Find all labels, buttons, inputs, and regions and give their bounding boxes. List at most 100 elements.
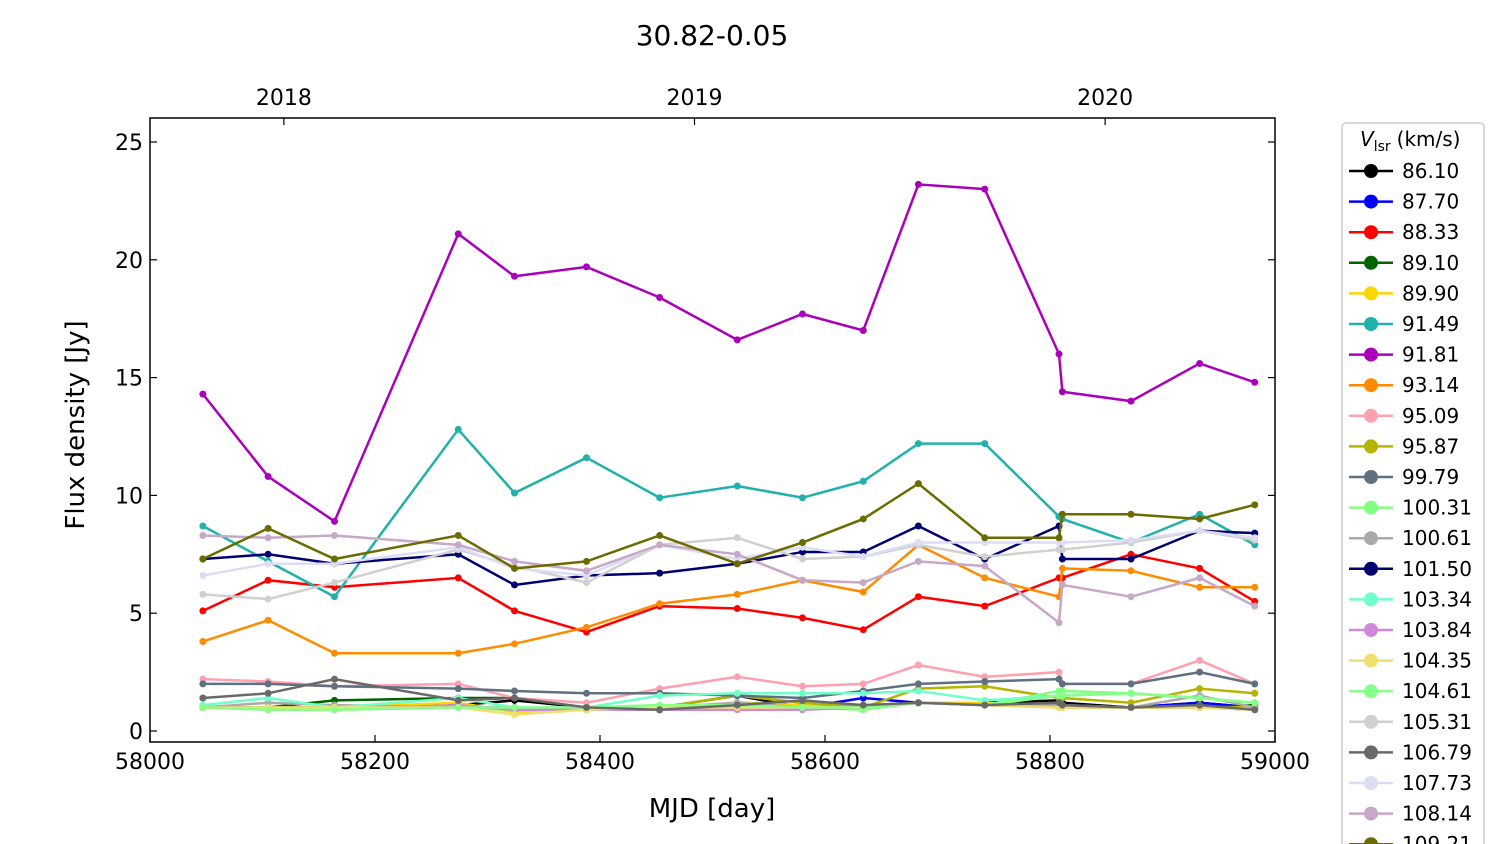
data-point xyxy=(1196,574,1204,582)
data-point xyxy=(914,687,922,695)
data-point xyxy=(264,576,272,584)
series-line xyxy=(202,482,1256,570)
data-point xyxy=(1058,701,1066,709)
data-point xyxy=(1058,581,1066,589)
legend-marker xyxy=(1364,194,1378,209)
data-point xyxy=(264,689,272,697)
plot-frame xyxy=(149,117,1276,743)
data-point xyxy=(511,557,518,565)
series-line xyxy=(202,534,1256,625)
legend-label: 95.09 xyxy=(1402,404,1459,428)
legend-label: 87.70 xyxy=(1402,190,1459,214)
data-point xyxy=(1196,359,1204,367)
data-point xyxy=(914,539,922,547)
data-point xyxy=(914,680,922,688)
data-point xyxy=(859,477,867,485)
data-point xyxy=(331,649,338,657)
data-point xyxy=(914,699,922,707)
legend-item: 107.73 xyxy=(1349,771,1472,795)
data-point xyxy=(264,560,272,568)
legend-marker xyxy=(1364,653,1378,668)
x-axis-label: MJD [day] xyxy=(649,794,776,824)
data-point xyxy=(1251,602,1259,610)
data-point xyxy=(331,593,338,601)
x-tick-label: 58400 xyxy=(565,750,635,775)
data-point xyxy=(1055,534,1063,542)
data-point xyxy=(511,711,518,719)
data-point xyxy=(914,593,922,601)
legend-marker xyxy=(1364,347,1378,362)
legend-label: 106.79 xyxy=(1402,740,1472,764)
y-axis-label: Flux density [Jy] xyxy=(61,320,91,529)
data-point xyxy=(331,555,338,563)
data-point xyxy=(656,494,664,502)
data-point xyxy=(859,680,867,688)
legend-marker xyxy=(1364,806,1378,821)
data-point xyxy=(1196,515,1204,523)
legend-item: 100.61 xyxy=(1349,526,1472,550)
legend-label: 108.14 xyxy=(1402,802,1472,826)
y-tick-label: 20 xyxy=(115,249,143,274)
data-point xyxy=(264,550,272,558)
legend-item: 104.61 xyxy=(1349,679,1472,703)
series-109.21 xyxy=(199,480,1259,572)
data-point xyxy=(1127,536,1135,544)
data-point xyxy=(1251,583,1259,591)
data-point xyxy=(799,696,806,704)
legend-marker xyxy=(1364,776,1378,790)
data-point xyxy=(511,703,518,711)
data-point xyxy=(1058,680,1066,688)
y-tick-label: 10 xyxy=(115,484,143,509)
x-tick-label: 58600 xyxy=(790,750,860,775)
x-tick-label: 59000 xyxy=(1240,750,1310,775)
data-point xyxy=(656,692,664,700)
data-point xyxy=(1196,668,1204,676)
data-point xyxy=(511,694,518,702)
legend-item: 106.79 xyxy=(1349,740,1472,764)
data-point xyxy=(1058,692,1066,700)
data-point xyxy=(583,623,590,631)
legend-label: 89.90 xyxy=(1402,281,1459,305)
top-year-label: 2019 xyxy=(667,86,723,111)
data-point xyxy=(656,600,664,608)
data-point xyxy=(199,607,207,615)
data-point xyxy=(454,531,462,539)
legend-marker xyxy=(1364,561,1378,576)
legend-marker xyxy=(1364,378,1378,393)
legend-marker xyxy=(1364,255,1378,270)
axes-layer: 58000 58200 58400 58600 58800 59000 0 5 10 15 20 25… xyxy=(115,86,1310,775)
data-point xyxy=(914,180,922,188)
legend-marker xyxy=(1364,531,1378,546)
data-point xyxy=(981,440,989,448)
data-point xyxy=(656,706,664,714)
legend-item: 105.31 xyxy=(1349,710,1472,734)
legend-label: 89.10 xyxy=(1402,251,1459,275)
top-year-label: 2020 xyxy=(1077,86,1133,111)
data-point xyxy=(331,675,338,683)
data-point xyxy=(1251,534,1259,542)
data-point xyxy=(583,689,590,697)
data-point xyxy=(1127,593,1135,601)
y-tick-label: 5 xyxy=(129,602,143,627)
data-point xyxy=(454,649,462,657)
data-point xyxy=(914,480,922,488)
legend-item: 95.87 xyxy=(1349,434,1459,458)
x-tick-label: 58200 xyxy=(340,750,410,775)
data-point xyxy=(264,534,272,542)
legend-label: 103.84 xyxy=(1402,618,1472,642)
y-tick-label: 0 xyxy=(129,720,143,745)
legend-item: 93.14 xyxy=(1349,373,1459,397)
y-tick-label: 15 xyxy=(115,367,143,392)
data-point xyxy=(331,517,338,525)
legend-item: 91.49 xyxy=(1349,312,1459,336)
legend-marker xyxy=(1364,745,1378,760)
data-point xyxy=(511,607,518,615)
x-tick-label: 58800 xyxy=(1015,750,1085,775)
data-point xyxy=(199,694,207,702)
data-point xyxy=(511,687,518,695)
data-point xyxy=(859,701,867,709)
legend-label: 104.61 xyxy=(1402,679,1472,703)
data-point xyxy=(656,541,664,549)
data-point xyxy=(733,560,741,568)
